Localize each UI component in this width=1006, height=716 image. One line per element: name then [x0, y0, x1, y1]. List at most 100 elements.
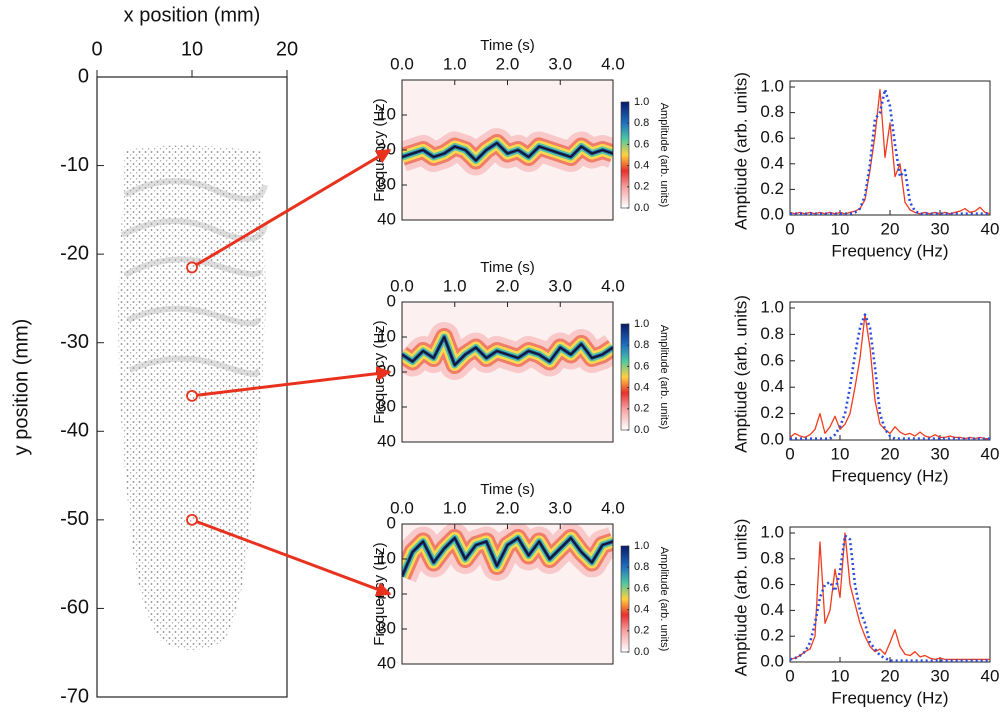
y-tick-label: 0.4 [760, 600, 784, 619]
colorbar-tick-label: 0.2 [634, 625, 649, 637]
heat-map [402, 322, 613, 380]
x-tick-label: 10 [831, 219, 850, 238]
spectrum-line [789, 532, 990, 661]
y-tick-label: 30 [377, 396, 396, 415]
y-tick-label: 0.0 [760, 429, 784, 448]
y-tick-label: 0.0 [760, 651, 784, 670]
ridge-line [402, 537, 613, 577]
y-tick-label: 10 [377, 326, 396, 345]
x-tick-label: 2.0 [496, 54, 520, 73]
plot-frame [789, 80, 991, 216]
x-tick-label: 0 [785, 666, 794, 685]
x-axis-label: x position (mm) [124, 4, 261, 26]
x-tick-label: 1.0 [443, 54, 467, 73]
y-tick-label: 40 [377, 653, 396, 672]
x-axis-label: Time (s) [480, 37, 534, 54]
x-tick-label: 3.0 [548, 276, 572, 295]
x-tick-label: 30 [931, 666, 950, 685]
y-tick-label: -10 [60, 154, 89, 176]
colorbar-tick-label: 0.8 [634, 561, 649, 573]
y-tick-label: -30 [60, 331, 89, 353]
colorbar-label: Amplitude (arb. units) [658, 325, 670, 430]
y-tick-label: 0.4 [760, 153, 784, 172]
y-tick-label: 0.2 [760, 179, 784, 198]
x-tick-label: 0 [91, 38, 102, 60]
colorbar [620, 323, 630, 431]
x-tick-label: 3.0 [548, 498, 572, 517]
y-tick-label: 10 [377, 104, 396, 123]
x-tick-label: 4.0 [601, 276, 625, 295]
x-tick-label: 10 [181, 38, 203, 60]
colorbar-tick-label: 0.4 [634, 604, 649, 616]
x-axis-label: Frequency (Hz) [831, 241, 948, 260]
colorbar [620, 101, 630, 209]
x-tick-label: 20 [881, 666, 900, 685]
y-tick-label: 30 [377, 618, 396, 637]
spectrum-line [789, 88, 991, 215]
colorbar-tick-label: 0.6 [634, 582, 649, 594]
y-tick-label: -50 [60, 508, 89, 530]
colorbar-tick-label: 0.0 [634, 202, 649, 214]
colorbar-tick-label: 0.2 [634, 403, 649, 415]
y-tick-label: -60 [60, 597, 89, 619]
ridge-line [402, 336, 613, 366]
x-tick-label: 2.0 [496, 498, 520, 517]
x-tick-label: 20 [276, 38, 298, 60]
x-axis-label: Frequency (Hz) [831, 688, 948, 707]
arrow [195, 148, 392, 267]
colorbar-tick-label: 0.0 [634, 646, 649, 658]
colorbar-tick-label: 1.0 [634, 540, 649, 552]
x-tick-label: 40 [981, 666, 1000, 685]
y-tick-label: 0 [78, 65, 89, 87]
y-tick-label: 10 [377, 548, 396, 567]
x-tick-label: 20 [881, 444, 900, 463]
x-tick-label: 0.0 [390, 54, 414, 73]
x-tick-label: 30 [931, 444, 950, 463]
y-tick-label: -20 [60, 242, 89, 264]
colorbar-label: Amplitude (arb. units) [658, 547, 670, 652]
y-tick-label: 0 [387, 291, 396, 310]
y-tick-label: 0 [387, 513, 396, 532]
colorbar-tick-label: 0.4 [634, 382, 649, 394]
colorbar-tick-label: 0.8 [634, 339, 649, 351]
sample-point [186, 261, 198, 274]
y-tick-label: 1.0 [760, 297, 784, 316]
arrow [196, 366, 392, 397]
x-tick-label: 2.0 [496, 276, 520, 295]
colorbar-tick-label: 1.0 [634, 318, 649, 330]
y-tick-label: 0.0 [760, 204, 784, 223]
y-tick-label: 0.2 [760, 403, 784, 422]
heat-map [402, 128, 613, 176]
heat-map [402, 524, 613, 583]
y-tick-label: 30 [377, 174, 396, 193]
y-tick-label: 1.0 [760, 522, 784, 541]
y-axis-label: Amptiude (arb. units) [731, 295, 750, 453]
sample-point [186, 513, 198, 526]
y-axis-label: y position (mm) [10, 319, 32, 456]
y-axis-label: Amptiude (arb. units) [731, 519, 750, 677]
x-tick-label: 0.0 [390, 276, 414, 295]
colorbar-tick-label: 0.6 [634, 138, 649, 150]
y-tick-label: 0.6 [760, 128, 784, 147]
sample-point [186, 389, 198, 402]
colorbar-tick-label: 0.4 [634, 160, 649, 172]
colorbar-tick-label: 0.8 [634, 117, 649, 129]
y-tick-label: 0.6 [760, 574, 784, 593]
y-tick-label: 40 [377, 209, 396, 228]
colorbar-label: Amplitude (arb. units) [658, 103, 670, 208]
x-tick-label: 0 [785, 444, 794, 463]
colorbar-tick-label: 1.0 [634, 96, 649, 108]
x-tick-label: 10 [831, 666, 850, 685]
spectrum-line [789, 313, 990, 440]
ridge-line [402, 142, 613, 162]
x-tick-label: 1.0 [443, 276, 467, 295]
colorbar-tick-label: 0.0 [634, 424, 649, 436]
arrow [196, 520, 392, 597]
x-tick-label: 0.0 [390, 498, 414, 517]
y-tick-label: 0.8 [760, 324, 784, 343]
x-tick-label: 1.0 [443, 498, 467, 517]
x-tick-label: 20 [881, 219, 900, 238]
colorbar-tick-label: 0.6 [634, 360, 649, 372]
spectrum-line [789, 534, 990, 663]
